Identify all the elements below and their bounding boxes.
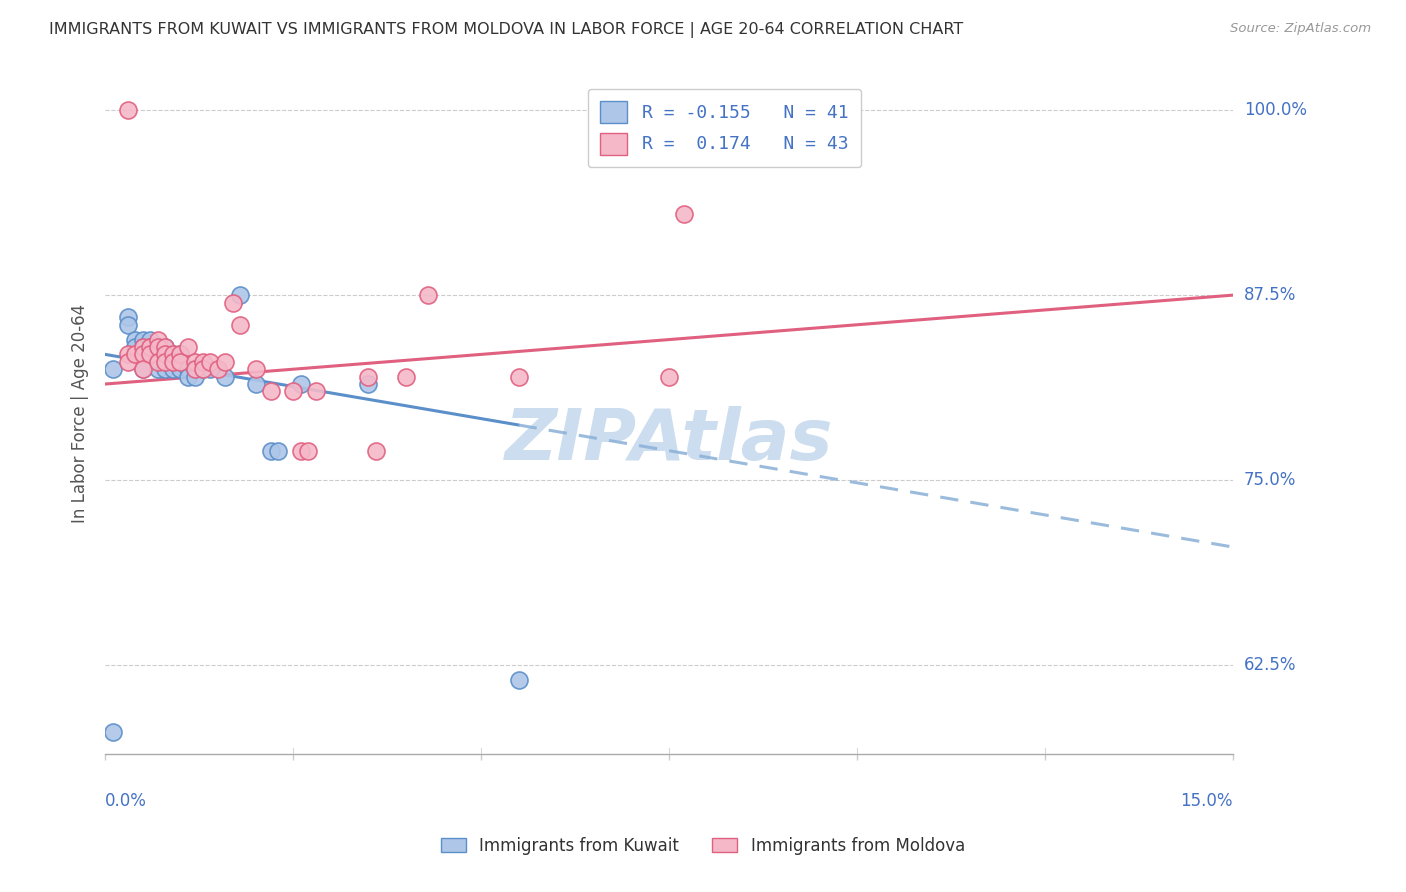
Point (245, 377, 267, 392)
Point (169, 347, 191, 361)
Point (672, 207, 695, 221)
Point (191, 355, 214, 369)
Point (162, 347, 184, 361)
Point (297, 443, 319, 458)
Point (169, 355, 191, 369)
Text: ZIPAtlas: ZIPAtlas (505, 407, 834, 475)
Point (281, 384, 304, 399)
Point (155, 347, 177, 361)
Text: IMMIGRANTS FROM KUWAIT VS IMMIGRANTS FROM MOLDOVA IN LABOR FORCE | AGE 20-64 COR: IMMIGRANTS FROM KUWAIT VS IMMIGRANTS FRO… (49, 22, 963, 38)
Point (357, 377, 380, 392)
Point (117, 347, 139, 361)
Point (132, 347, 155, 361)
Point (357, 369, 380, 384)
Point (259, 443, 281, 458)
Text: 15.0%: 15.0% (1180, 792, 1233, 810)
Point (155, 355, 177, 369)
Point (162, 355, 184, 369)
Text: 75.0%: 75.0% (1244, 471, 1296, 490)
Point (139, 347, 162, 361)
Point (117, 103, 139, 117)
Point (139, 340, 162, 354)
Point (304, 384, 326, 399)
Point (658, 369, 681, 384)
Point (155, 340, 177, 354)
Point (146, 340, 169, 354)
Point (200, 362, 222, 376)
Point (132, 340, 155, 354)
Point (395, 369, 418, 384)
Point (146, 347, 169, 361)
Point (124, 340, 146, 354)
Point (191, 362, 214, 376)
Y-axis label: In Labor Force | Age 20-64: In Labor Force | Age 20-64 (72, 304, 89, 524)
Point (155, 355, 177, 369)
Point (229, 318, 252, 332)
Point (132, 362, 155, 376)
Point (169, 362, 191, 376)
Point (267, 443, 290, 458)
Legend: Immigrants from Kuwait, Immigrants from Moldova: Immigrants from Kuwait, Immigrants from … (434, 830, 972, 862)
Point (117, 310, 139, 325)
Point (177, 362, 200, 376)
Point (290, 443, 312, 458)
Point (162, 355, 184, 369)
Point (139, 333, 162, 347)
Point (146, 340, 169, 354)
Point (245, 362, 267, 376)
Point (191, 362, 214, 376)
Point (146, 333, 169, 347)
Point (259, 384, 281, 399)
Point (146, 362, 169, 376)
Point (214, 369, 236, 384)
Point (117, 318, 139, 332)
Point (132, 362, 155, 376)
Point (184, 355, 207, 369)
Text: 87.5%: 87.5% (1244, 286, 1296, 304)
Point (101, 725, 124, 739)
Point (146, 355, 169, 369)
Point (155, 347, 177, 361)
Point (124, 347, 146, 361)
Point (184, 362, 207, 376)
Point (177, 369, 200, 384)
Point (508, 673, 530, 688)
Point (290, 377, 312, 392)
Point (132, 333, 155, 347)
Point (508, 369, 530, 384)
Point (207, 362, 229, 376)
Text: Source: ZipAtlas.com: Source: ZipAtlas.com (1230, 22, 1371, 36)
Point (184, 362, 207, 376)
Legend: R = -0.155   N = 41, R =  0.174   N = 43: R = -0.155 N = 41, R = 0.174 N = 43 (588, 89, 860, 167)
Point (155, 340, 177, 354)
Point (418, 288, 440, 302)
Point (101, 362, 124, 376)
Point (139, 340, 162, 354)
Point (124, 333, 146, 347)
Text: 100.0%: 100.0% (1244, 101, 1306, 119)
Point (229, 288, 252, 302)
Point (146, 355, 169, 369)
Point (132, 340, 155, 354)
Point (132, 347, 155, 361)
Point (222, 295, 245, 310)
Point (214, 355, 236, 369)
Text: 0.0%: 0.0% (105, 792, 148, 810)
Point (169, 347, 191, 361)
Point (162, 347, 184, 361)
Point (162, 362, 184, 376)
Point (200, 355, 222, 369)
Point (139, 347, 162, 361)
Point (117, 355, 139, 369)
Point (364, 443, 387, 458)
Point (184, 369, 207, 384)
Point (177, 340, 200, 354)
Point (169, 355, 191, 369)
Text: 62.5%: 62.5% (1244, 657, 1296, 674)
Point (155, 362, 177, 376)
